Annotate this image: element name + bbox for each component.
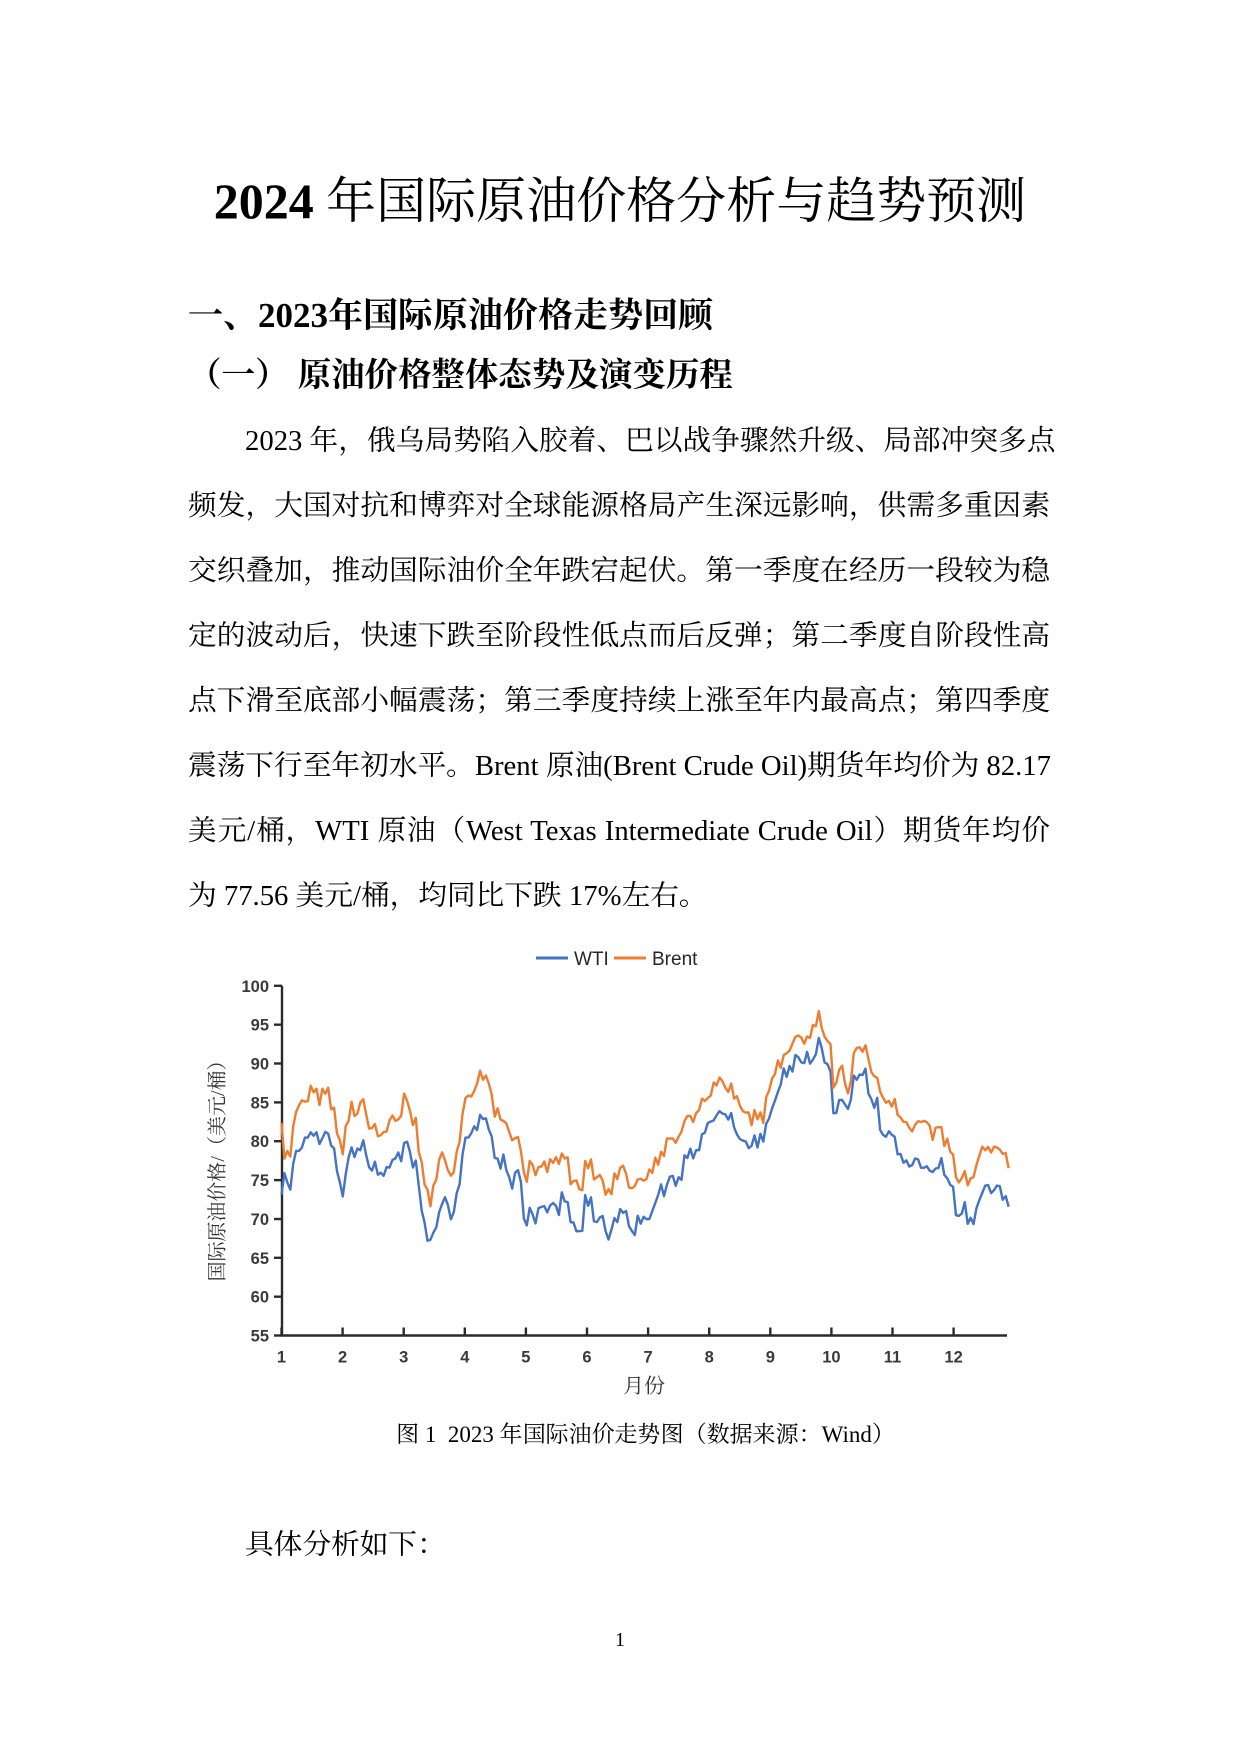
svg-text:月份: 月份: [623, 1370, 665, 1400]
svg-text:2: 2: [338, 1349, 347, 1367]
svg-text:70: 70: [251, 1211, 269, 1229]
svg-text:7: 7: [644, 1349, 653, 1367]
svg-text:9: 9: [766, 1349, 775, 1367]
svg-text:5: 5: [521, 1349, 530, 1367]
svg-text:Brent: Brent: [652, 949, 698, 970]
svg-text:75: 75: [251, 1172, 269, 1190]
svg-text:10: 10: [822, 1349, 840, 1367]
svg-text:4: 4: [460, 1349, 470, 1367]
svg-text:6: 6: [582, 1349, 591, 1367]
svg-text:80: 80: [251, 1133, 269, 1151]
svg-text:85: 85: [251, 1094, 269, 1112]
svg-text:3: 3: [399, 1349, 408, 1367]
svg-text:WTI: WTI: [574, 949, 609, 970]
svg-text:60: 60: [251, 1289, 269, 1307]
svg-text:8: 8: [705, 1349, 714, 1367]
svg-text:1: 1: [277, 1349, 286, 1367]
svg-text:国际原油价格/（美元/桶）: 国际原油价格/（美元/桶）: [201, 1050, 230, 1281]
svg-text:100: 100: [241, 978, 269, 996]
svg-text:11: 11: [884, 1349, 901, 1367]
svg-text:90: 90: [251, 1056, 269, 1074]
svg-text:12: 12: [944, 1349, 962, 1367]
svg-text:65: 65: [251, 1250, 269, 1268]
svg-text:95: 95: [251, 1017, 269, 1035]
svg-text:55: 55: [251, 1328, 269, 1346]
